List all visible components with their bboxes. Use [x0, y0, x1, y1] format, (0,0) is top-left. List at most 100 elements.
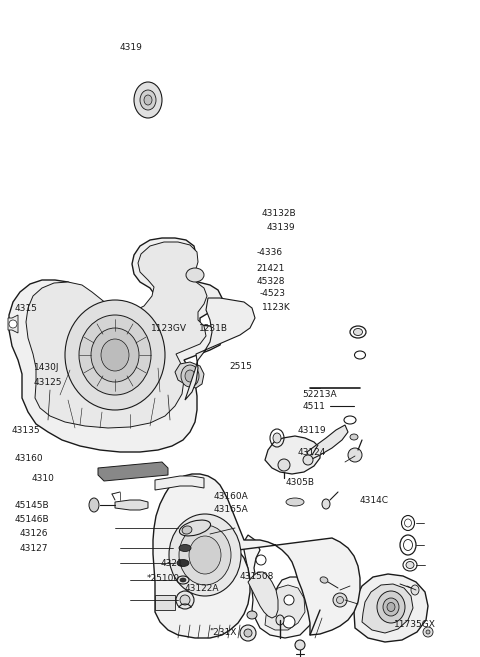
Polygon shape [9, 238, 222, 452]
Polygon shape [307, 425, 348, 460]
Text: 2515: 2515 [229, 362, 252, 371]
Ellipse shape [320, 577, 328, 583]
Text: 43132B: 43132B [262, 209, 296, 218]
Circle shape [284, 595, 294, 605]
Text: 21421: 21421 [257, 263, 285, 273]
Circle shape [423, 627, 433, 637]
Text: -4336: -4336 [257, 248, 283, 258]
Text: 11735GX: 11735GX [394, 620, 435, 629]
Polygon shape [155, 476, 204, 490]
Ellipse shape [383, 598, 399, 616]
Ellipse shape [273, 433, 281, 443]
Text: 43160A: 43160A [214, 491, 248, 501]
Ellipse shape [377, 591, 405, 623]
Ellipse shape [185, 370, 195, 382]
Ellipse shape [350, 434, 358, 440]
Text: 1430J: 1430J [34, 363, 59, 373]
Text: 4321: 4321 [161, 559, 183, 568]
Text: 43139: 43139 [266, 223, 295, 233]
Text: 4305B: 4305B [286, 478, 314, 487]
Ellipse shape [276, 615, 284, 625]
Polygon shape [98, 462, 168, 481]
Text: 43165A: 43165A [214, 505, 248, 514]
Ellipse shape [387, 602, 395, 612]
Circle shape [283, 616, 295, 628]
Ellipse shape [189, 536, 221, 574]
Circle shape [240, 625, 256, 641]
Text: 4310: 4310 [31, 474, 54, 483]
Circle shape [426, 630, 430, 634]
Text: 43127: 43127 [19, 544, 48, 553]
Circle shape [244, 629, 252, 637]
Text: 43160: 43160 [14, 454, 43, 463]
Text: "231X: "231X [209, 628, 236, 637]
Ellipse shape [177, 560, 189, 566]
Polygon shape [153, 474, 360, 638]
Ellipse shape [182, 526, 192, 534]
Ellipse shape [286, 498, 304, 506]
Ellipse shape [247, 611, 257, 619]
Polygon shape [244, 535, 315, 638]
Circle shape [176, 591, 194, 609]
Text: 43119: 43119 [298, 426, 326, 435]
Ellipse shape [180, 578, 186, 582]
Polygon shape [265, 436, 320, 474]
Ellipse shape [411, 585, 419, 595]
Polygon shape [175, 362, 204, 388]
Ellipse shape [180, 520, 211, 536]
Polygon shape [354, 574, 428, 642]
Text: 1231B: 1231B [199, 324, 228, 333]
Text: 43122A: 43122A [185, 583, 219, 593]
Ellipse shape [65, 300, 165, 410]
Ellipse shape [89, 498, 99, 512]
Text: 43135: 43135 [12, 426, 41, 435]
Text: *25100: *25100 [146, 574, 180, 583]
Polygon shape [8, 315, 18, 333]
Text: 4511: 4511 [302, 401, 325, 411]
Text: 4319: 4319 [120, 43, 143, 53]
Ellipse shape [101, 339, 129, 371]
Ellipse shape [406, 562, 414, 568]
Text: 45328: 45328 [257, 277, 285, 286]
Text: 1123GV: 1123GV [151, 324, 187, 333]
Ellipse shape [144, 95, 152, 105]
Ellipse shape [140, 90, 156, 110]
Ellipse shape [336, 597, 344, 604]
Polygon shape [115, 500, 148, 510]
Polygon shape [265, 585, 305, 630]
Text: 43124: 43124 [298, 447, 326, 457]
Circle shape [256, 555, 266, 565]
Text: 4314C: 4314C [360, 496, 389, 505]
Circle shape [295, 640, 305, 650]
Polygon shape [185, 298, 255, 400]
Ellipse shape [91, 328, 139, 382]
Polygon shape [362, 584, 413, 633]
Ellipse shape [186, 268, 204, 282]
Text: 45146B: 45146B [14, 514, 49, 524]
Text: -4523: -4523 [259, 289, 285, 298]
Circle shape [9, 320, 17, 328]
Circle shape [278, 459, 290, 471]
Ellipse shape [79, 315, 151, 395]
Circle shape [303, 455, 313, 465]
Polygon shape [155, 595, 175, 610]
Text: 43125: 43125 [34, 378, 62, 387]
Ellipse shape [333, 593, 347, 607]
Ellipse shape [179, 545, 191, 551]
Text: 431508: 431508 [240, 572, 275, 581]
Text: 52213A: 52213A [302, 390, 337, 399]
Text: 1123K: 1123K [262, 303, 290, 312]
Ellipse shape [134, 82, 162, 118]
Ellipse shape [179, 525, 231, 585]
Polygon shape [248, 572, 278, 618]
Ellipse shape [322, 499, 330, 509]
Text: 4315: 4315 [14, 304, 37, 313]
Circle shape [180, 595, 190, 605]
Polygon shape [26, 242, 207, 428]
Circle shape [348, 448, 362, 462]
Ellipse shape [169, 514, 241, 596]
Text: 45145B: 45145B [14, 501, 49, 510]
Ellipse shape [181, 365, 199, 387]
Text: 43126: 43126 [19, 529, 48, 538]
Ellipse shape [353, 328, 362, 336]
